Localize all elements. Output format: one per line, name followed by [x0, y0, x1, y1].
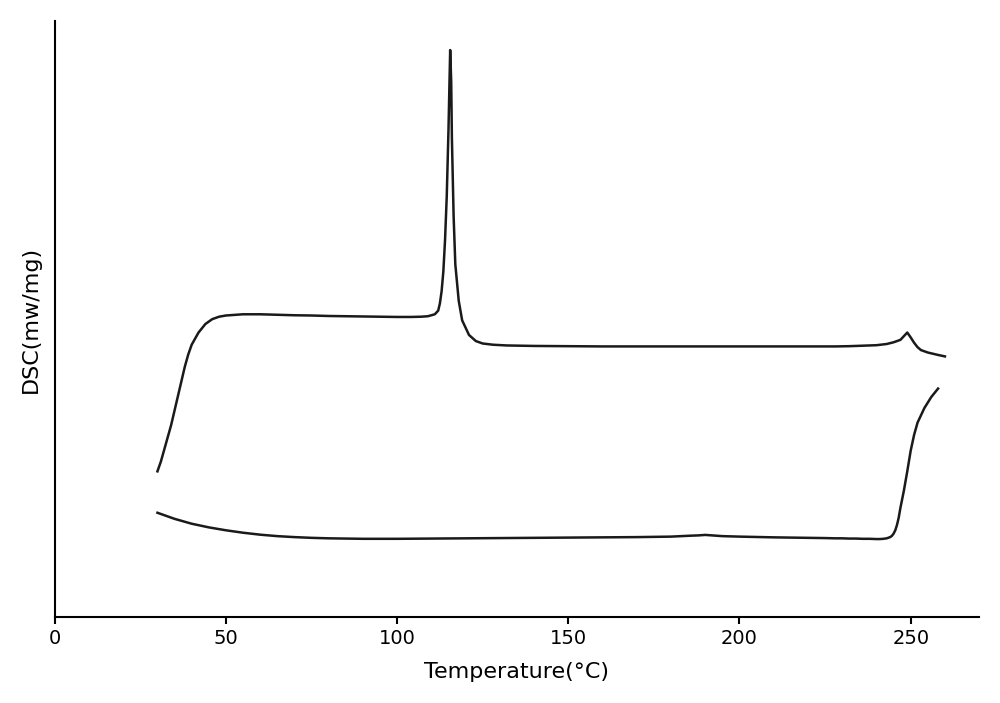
Y-axis label: DSC(mw/mg): DSC(mw/mg)	[21, 245, 41, 393]
X-axis label: Temperature(°C): Temperature(°C)	[424, 662, 609, 682]
